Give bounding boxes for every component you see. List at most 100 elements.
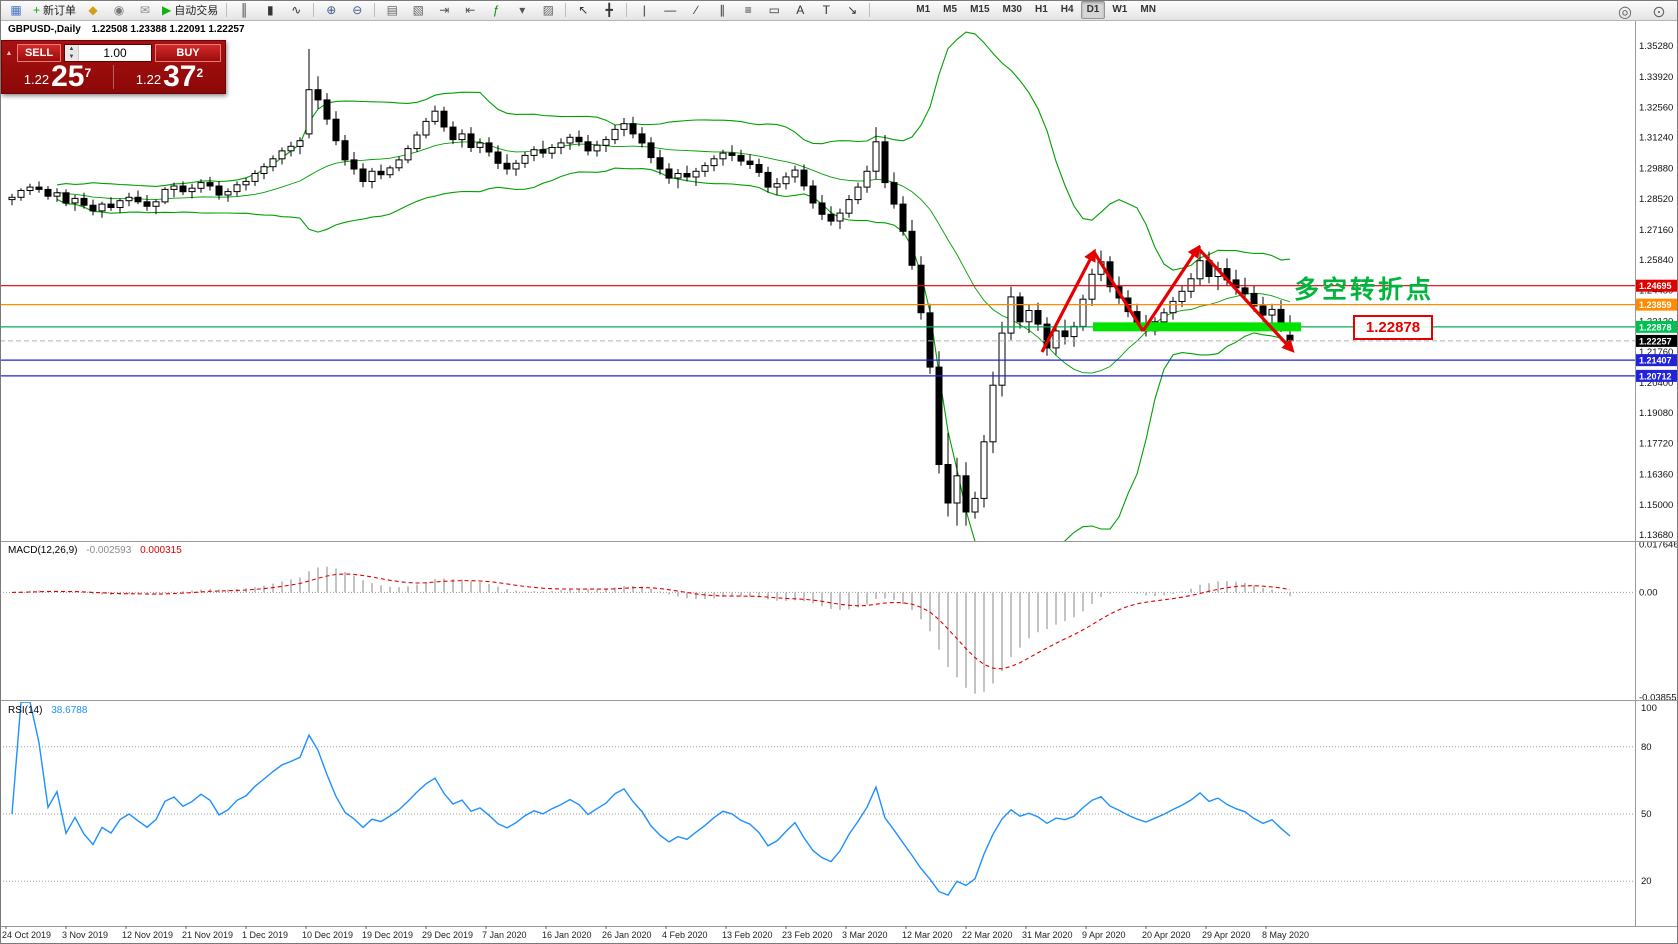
sell-button[interactable]: SELL	[17, 44, 61, 62]
svg-text:3 Mar 2020: 3 Mar 2020	[842, 930, 888, 940]
sell-price-main: 1.22	[23, 72, 50, 87]
candlestick-chart-icon[interactable]: ▮	[257, 1, 283, 20]
timeframe-m5[interactable]: M5	[943, 4, 958, 15]
shapes-icon[interactable]: ▭	[761, 1, 787, 20]
horizontal-line-icon-glyph: —	[664, 3, 677, 17]
sell-price[interactable]: 1.22 25 7	[2, 62, 114, 92]
market-watch-icon[interactable]: ◉	[106, 1, 132, 20]
svg-text:1 Dec 2019: 1 Dec 2019	[242, 930, 288, 940]
zoom-in-icon[interactable]: ⊕	[318, 1, 344, 20]
svg-text:19 Dec 2019: 19 Dec 2019	[362, 930, 413, 940]
fibonacci-icon-glyph: ≡	[744, 3, 752, 17]
svg-text:23 Feb 2020: 23 Feb 2020	[782, 930, 833, 940]
svg-text:1.22257: 1.22257	[1639, 336, 1672, 346]
chart-profiles-icon-glyph: ◆	[88, 3, 98, 17]
svg-text:24 Oct 2019: 24 Oct 2019	[2, 930, 51, 940]
timeframe-m1[interactable]: M1	[916, 4, 931, 15]
macd-main-value: -0.002593	[86, 545, 132, 556]
timeframe-m30[interactable]: M30	[1002, 4, 1022, 15]
new-order-button-glyph: +	[33, 3, 41, 17]
svg-text:1.19080: 1.19080	[1639, 408, 1673, 419]
macd-title: MACD(12,26,9)	[8, 545, 78, 556]
timeframe-d1[interactable]: D1	[1080, 1, 1106, 19]
chart-window-icon[interactable]: ▦	[3, 1, 29, 20]
svg-text:1.33920: 1.33920	[1639, 72, 1673, 83]
timeframe-mn[interactable]: MN	[1140, 4, 1156, 15]
collapse-widget-icon[interactable]: ▲	[5, 49, 13, 57]
zoom-out-icon[interactable]: ⊖	[344, 1, 370, 20]
volume-input[interactable]	[79, 45, 151, 61]
buy-price[interactable]: 1.22 37 2	[114, 60, 225, 93]
svg-text:1.15000: 1.15000	[1639, 500, 1673, 511]
buy-price-main: 1.22	[135, 72, 162, 87]
crosshair-icon[interactable]: ╋	[596, 1, 622, 20]
turning-point-annotation[interactable]: 多空转折点	[1294, 276, 1435, 304]
chart-shift-icon-glyph: ⇤	[465, 3, 476, 17]
quick-search-icon[interactable]: ⊙	[1652, 3, 1666, 21]
fibonacci-icon[interactable]: ≡	[735, 1, 761, 20]
timeframe-h4[interactable]: H4	[1060, 4, 1074, 15]
vertical-line-icon[interactable]: |	[631, 1, 657, 20]
channel-icon-glyph: ∥	[719, 3, 726, 17]
svg-text:1.21760: 1.21760	[1639, 347, 1673, 358]
cascade-windows-icon[interactable]: ▧	[405, 1, 431, 20]
svg-text:22 Mar 2020: 22 Mar 2020	[962, 930, 1013, 940]
svg-text:0.00: 0.00	[1639, 587, 1658, 598]
svg-text:7 Jan 2020: 7 Jan 2020	[482, 930, 527, 940]
timeframe-m15[interactable]: M15	[970, 4, 990, 15]
tile-windows-icon[interactable]: ▤	[379, 1, 405, 20]
line-chart-icon[interactable]: ∿	[283, 1, 309, 20]
ohlc-values: 1.22508 1.23388 1.22091 1.22257	[91, 24, 245, 35]
chart-shift-icon[interactable]: ⇤	[457, 1, 483, 20]
label-icon[interactable]: T	[813, 1, 839, 20]
indicators-icon[interactable]: ƒ	[483, 1, 509, 20]
horizontal-line-icon[interactable]: —	[657, 1, 683, 20]
periods-dropdown[interactable]: ▾	[509, 1, 535, 20]
svg-text:12 Mar 2020: 12 Mar 2020	[902, 930, 953, 940]
trendline-icon-glyph: ∕	[695, 3, 698, 17]
chart-profiles-icon[interactable]: ◆	[80, 1, 106, 20]
data-window-icon[interactable]: ◎	[1618, 3, 1632, 21]
timeframe-w1[interactable]: W1	[1112, 4, 1128, 15]
templates-icon[interactable]: ▨	[535, 1, 561, 20]
svg-text:20 Apr 2020: 20 Apr 2020	[1142, 930, 1191, 940]
svg-text:29 Apr 2020: 29 Apr 2020	[1202, 930, 1251, 940]
text-icon[interactable]: A	[787, 1, 813, 20]
bar-chart-icon[interactable]: ║	[231, 1, 257, 20]
timeframe-h1[interactable]: H1	[1034, 4, 1048, 15]
buy-button[interactable]: BUY	[155, 44, 221, 62]
volume-down-icon[interactable]: ▼	[65, 53, 78, 61]
svg-text:31 Mar 2020: 31 Mar 2020	[1022, 930, 1073, 940]
buy-price-big: 37	[163, 60, 197, 93]
candlestick-chart-icon-glyph: ▮	[266, 3, 274, 17]
auto-scroll-icon[interactable]: ⇥	[431, 1, 457, 20]
label-icon-glyph: T	[822, 3, 830, 17]
svg-text:80: 80	[1641, 742, 1652, 753]
svg-text:13 Feb 2020: 13 Feb 2020	[722, 930, 773, 940]
cursor-icon[interactable]: ↖	[570, 1, 596, 20]
sell-price-sup: 7	[84, 66, 92, 80]
new-order-button[interactable]: + 新订单	[29, 1, 80, 20]
rsi-title: RSI(14)	[8, 705, 43, 716]
symbol-name: GBPUSD-,Daily	[8, 24, 81, 35]
channel-icon[interactable]: ∥	[709, 1, 735, 20]
svg-text:26 Jan 2020: 26 Jan 2020	[602, 930, 652, 940]
mail-icon-glyph: ✉	[139, 3, 151, 17]
mail-icon[interactable]: ✉	[132, 1, 158, 20]
volume-up-icon[interactable]: ▲	[65, 45, 78, 53]
arrows-icon[interactable]: ↘	[839, 1, 865, 20]
svg-text:3 Nov 2019: 3 Nov 2019	[62, 930, 108, 940]
toolbar-right-group: ◎ ⊙	[1612, 2, 1672, 21]
svg-text:0.017646: 0.017646	[1639, 539, 1678, 550]
trendline-icon[interactable]: ∕	[683, 1, 709, 20]
auto-scroll-icon-glyph: ⇥	[439, 3, 450, 17]
autotrading-button[interactable]: ▶ 自动交易	[158, 1, 222, 20]
svg-text:1.22878: 1.22878	[1639, 322, 1672, 332]
arrows-icon-glyph: ↘	[847, 3, 858, 17]
svg-text:12 Nov 2019: 12 Nov 2019	[122, 930, 173, 940]
svg-text:8 May 2020: 8 May 2020	[1262, 930, 1309, 940]
toolbar: ▦ + 新订单 ◆ ◉ ✉ ▶ 自动交易 ║ ▮ ∿ ⊕ ⊖ ▤ ▧ ⇥ ⇤ ƒ ▾ ▨ ↖ ╋ | — ∕ ∥ ≡ ▭ A T ↘ M1 M…	[0, 0, 1678, 21]
crosshair-icon-glyph: ╋	[605, 3, 613, 17]
price-level-box-annotation[interactable]: 1.22878	[1353, 315, 1433, 340]
